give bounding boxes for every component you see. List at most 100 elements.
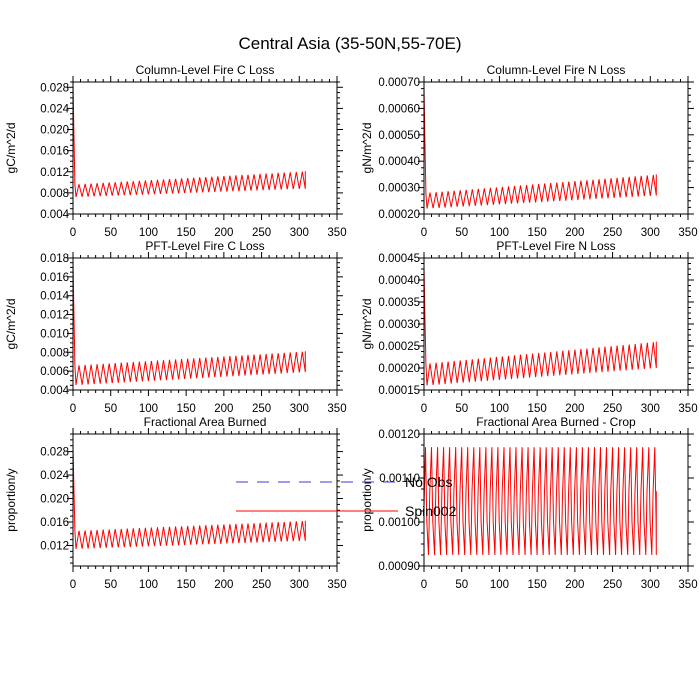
x-tick-label: 100: [139, 579, 158, 591]
y-axis-label: gC/m^2/d: [4, 299, 18, 350]
y-tick-label: 0.008: [40, 188, 69, 200]
chart-pft-level-fire-n-loss: PFT-Level Fire N Loss gN/m^2/d 0 50 100 150 20…: [360, 239, 698, 415]
x-tick-label: 150: [177, 579, 196, 591]
y-tick-label: 0.00090: [378, 561, 420, 573]
y-tick-label: 0.012: [40, 310, 69, 322]
y-tick-label: 0.00070: [378, 77, 420, 89]
y-tick-label: 0.00030: [378, 183, 420, 195]
y-axis-label: gN/m^2/d: [360, 123, 374, 174]
x-tick-label: 250: [603, 227, 622, 239]
chart-fractional-area-burned-crop: Fractional Area Burned - Crop proportion/…: [360, 415, 698, 591]
x-tick-label: 0: [421, 403, 427, 415]
x-tick-label: 150: [528, 227, 547, 239]
y-tick-label: 0.016: [40, 517, 69, 529]
x-tick-label: 200: [214, 579, 233, 591]
y-axis-label: gC/m^2/d: [4, 123, 18, 174]
chart-title: Fractional Area Burned: [144, 415, 267, 429]
y-tick-label: 0.020: [40, 125, 69, 137]
figure-title: Central Asia (35-50N,55-70E): [238, 34, 461, 53]
y-axis-label: gN/m^2/d: [360, 299, 374, 350]
y-tick-label: 0.014: [40, 291, 69, 303]
x-tick-label: 150: [177, 403, 196, 415]
x-tick-label: 300: [641, 403, 660, 415]
y-tick-label: 0.00050: [378, 130, 420, 142]
legend-label-spin002: Spin002: [405, 503, 457, 519]
x-tick-label: 0: [70, 403, 76, 415]
x-tick-label: 350: [678, 579, 697, 591]
x-tick-label: 350: [678, 403, 697, 415]
y-axis-label: proportion/y: [4, 468, 18, 531]
series-line-spin002: [424, 87, 657, 209]
x-tick-label: 250: [252, 227, 271, 239]
plot-frame: [423, 81, 689, 215]
x-tick-label: 100: [139, 403, 158, 415]
x-tick-label: 250: [252, 579, 271, 591]
x-tick-label: 350: [327, 403, 346, 415]
series-line-spin002: [424, 447, 657, 556]
plot-frame: [72, 81, 338, 215]
plot-frame: [72, 257, 338, 391]
y-tick-label: 0.004: [40, 385, 69, 397]
panels: Column-Level Fire C Loss gC/m^2/d 0 50 100 15…: [4, 63, 698, 591]
chart-column-level-fire-c-loss: Column-Level Fire C Loss gC/m^2/d 0 50 100 15…: [4, 63, 347, 239]
y-tick-label: 0.00040: [378, 156, 420, 168]
y-tick-label: 0.016: [40, 146, 69, 158]
y-tick-label: 0.00035: [378, 297, 420, 309]
x-tick-label: 0: [70, 579, 76, 591]
x-tick-label: 100: [490, 579, 509, 591]
y-tick-label: 0.00020: [378, 363, 420, 375]
y-tick-label: 0.00015: [378, 385, 420, 397]
y-tick-label: 0.00060: [378, 103, 420, 115]
y-tick-label: 0.008: [40, 347, 69, 359]
legend-label-no-obs: No Obs: [405, 474, 452, 490]
series-line-spin002: [73, 444, 306, 549]
x-tick-label: 350: [678, 227, 697, 239]
x-tick-label: 350: [327, 227, 346, 239]
x-tick-label: 0: [421, 579, 427, 591]
x-tick-label: 100: [490, 227, 509, 239]
y-tick-label: 0.020: [40, 494, 69, 506]
y-tick-label: 0.024: [40, 470, 69, 482]
y-tick-label: 0.028: [40, 82, 69, 94]
y-tick-label: 0.006: [40, 366, 69, 378]
x-tick-label: 50: [104, 403, 117, 415]
chart-title: PFT-Level Fire C Loss: [145, 239, 264, 253]
x-tick-label: 100: [139, 227, 158, 239]
x-tick-label: 200: [565, 579, 584, 591]
y-tick-label: 0.012: [40, 540, 69, 552]
series-line-spin002: [73, 82, 306, 198]
chart-fractional-area-burned: Fractional Area Burned proportion/y 0 50 100…: [4, 415, 347, 591]
x-tick-label: 0: [70, 227, 76, 239]
x-tick-label: 300: [290, 227, 309, 239]
y-tick-label: 0.00120: [378, 429, 420, 441]
y-tick-label: 0.00040: [378, 275, 420, 287]
chart-title: PFT-Level Fire N Loss: [496, 239, 615, 253]
x-tick-label: 50: [104, 579, 117, 591]
chart-title: Fractional Area Burned - Crop: [476, 415, 636, 429]
chart-title: Column-Level Fire C Loss: [136, 63, 275, 77]
x-tick-label: 200: [214, 227, 233, 239]
y-tick-label: 0.00020: [378, 209, 420, 221]
y-tick-label: 0.028: [40, 447, 69, 459]
y-tick-label: 0.018: [40, 253, 69, 265]
series-line-spin002: [73, 259, 306, 386]
x-tick-label: 250: [603, 403, 622, 415]
y-tick-label: 0.024: [40, 103, 69, 115]
x-tick-label: 200: [565, 403, 584, 415]
series-line-spin002: [424, 266, 657, 386]
y-tick-label: 0.016: [40, 272, 69, 284]
legend: No Obs Spin002: [236, 474, 457, 519]
y-tick-label: 0.00100: [378, 517, 420, 529]
y-tick-label: 0.004: [40, 209, 69, 221]
y-tick-label: 0.00045: [378, 253, 420, 265]
x-tick-label: 200: [565, 227, 584, 239]
x-tick-label: 300: [641, 227, 660, 239]
x-tick-label: 250: [603, 579, 622, 591]
x-tick-label: 300: [641, 579, 660, 591]
chart-title: Column-Level Fire N Loss: [487, 63, 626, 77]
y-tick-label: 0.00025: [378, 341, 420, 353]
y-tick-label: 0.00030: [378, 319, 420, 331]
x-tick-label: 150: [177, 227, 196, 239]
x-tick-label: 50: [455, 227, 468, 239]
